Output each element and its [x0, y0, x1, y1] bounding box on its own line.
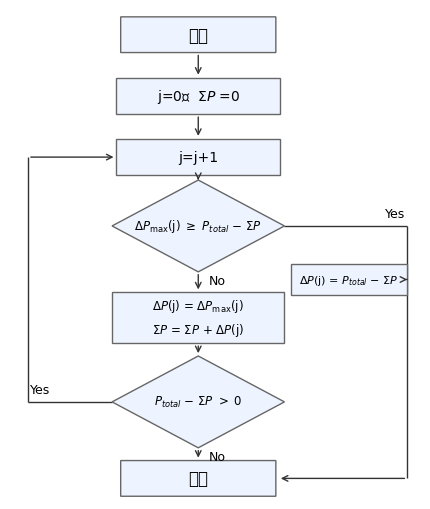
- Text: $\Delta P$(j) = $\Delta P_{\rm max}$(j)
$\Sigma P$ = $\Sigma P$ + $\Delta P$(j): $\Delta P$(j) = $\Delta P_{\rm max}$(j) …: [152, 298, 244, 338]
- Text: 开始: 开始: [188, 26, 208, 45]
- Text: No: No: [209, 275, 225, 288]
- Text: j=j+1: j=j+1: [178, 151, 218, 165]
- FancyBboxPatch shape: [120, 461, 275, 496]
- Text: Yes: Yes: [384, 208, 404, 220]
- Text: $\Delta P_{\rm max}$(j) $\geq$ $P_{\it total}$ $-$ $\Sigma P$: $\Delta P_{\rm max}$(j) $\geq$ $P_{\it t…: [134, 218, 261, 235]
- FancyBboxPatch shape: [112, 293, 284, 344]
- Text: $P_{\it total}$ $-$ $\Sigma P$ $>$ 0: $P_{\it total}$ $-$ $\Sigma P$ $>$ 0: [154, 394, 242, 410]
- FancyBboxPatch shape: [116, 139, 280, 176]
- Text: Yes: Yes: [30, 383, 50, 396]
- FancyBboxPatch shape: [120, 18, 275, 53]
- Polygon shape: [112, 356, 284, 448]
- FancyBboxPatch shape: [116, 78, 280, 115]
- Text: No: No: [209, 450, 225, 463]
- Text: 结束: 结束: [188, 469, 208, 488]
- Polygon shape: [112, 181, 284, 272]
- Text: j=0，  $\Sigma P$ =0: j=0， $\Sigma P$ =0: [156, 88, 240, 106]
- Text: $\Delta P$(j) = $P_{\it total}$ $-$ $\Sigma P$: $\Delta P$(j) = $P_{\it total}$ $-$ $\Si…: [299, 273, 398, 287]
- FancyBboxPatch shape: [290, 265, 406, 295]
